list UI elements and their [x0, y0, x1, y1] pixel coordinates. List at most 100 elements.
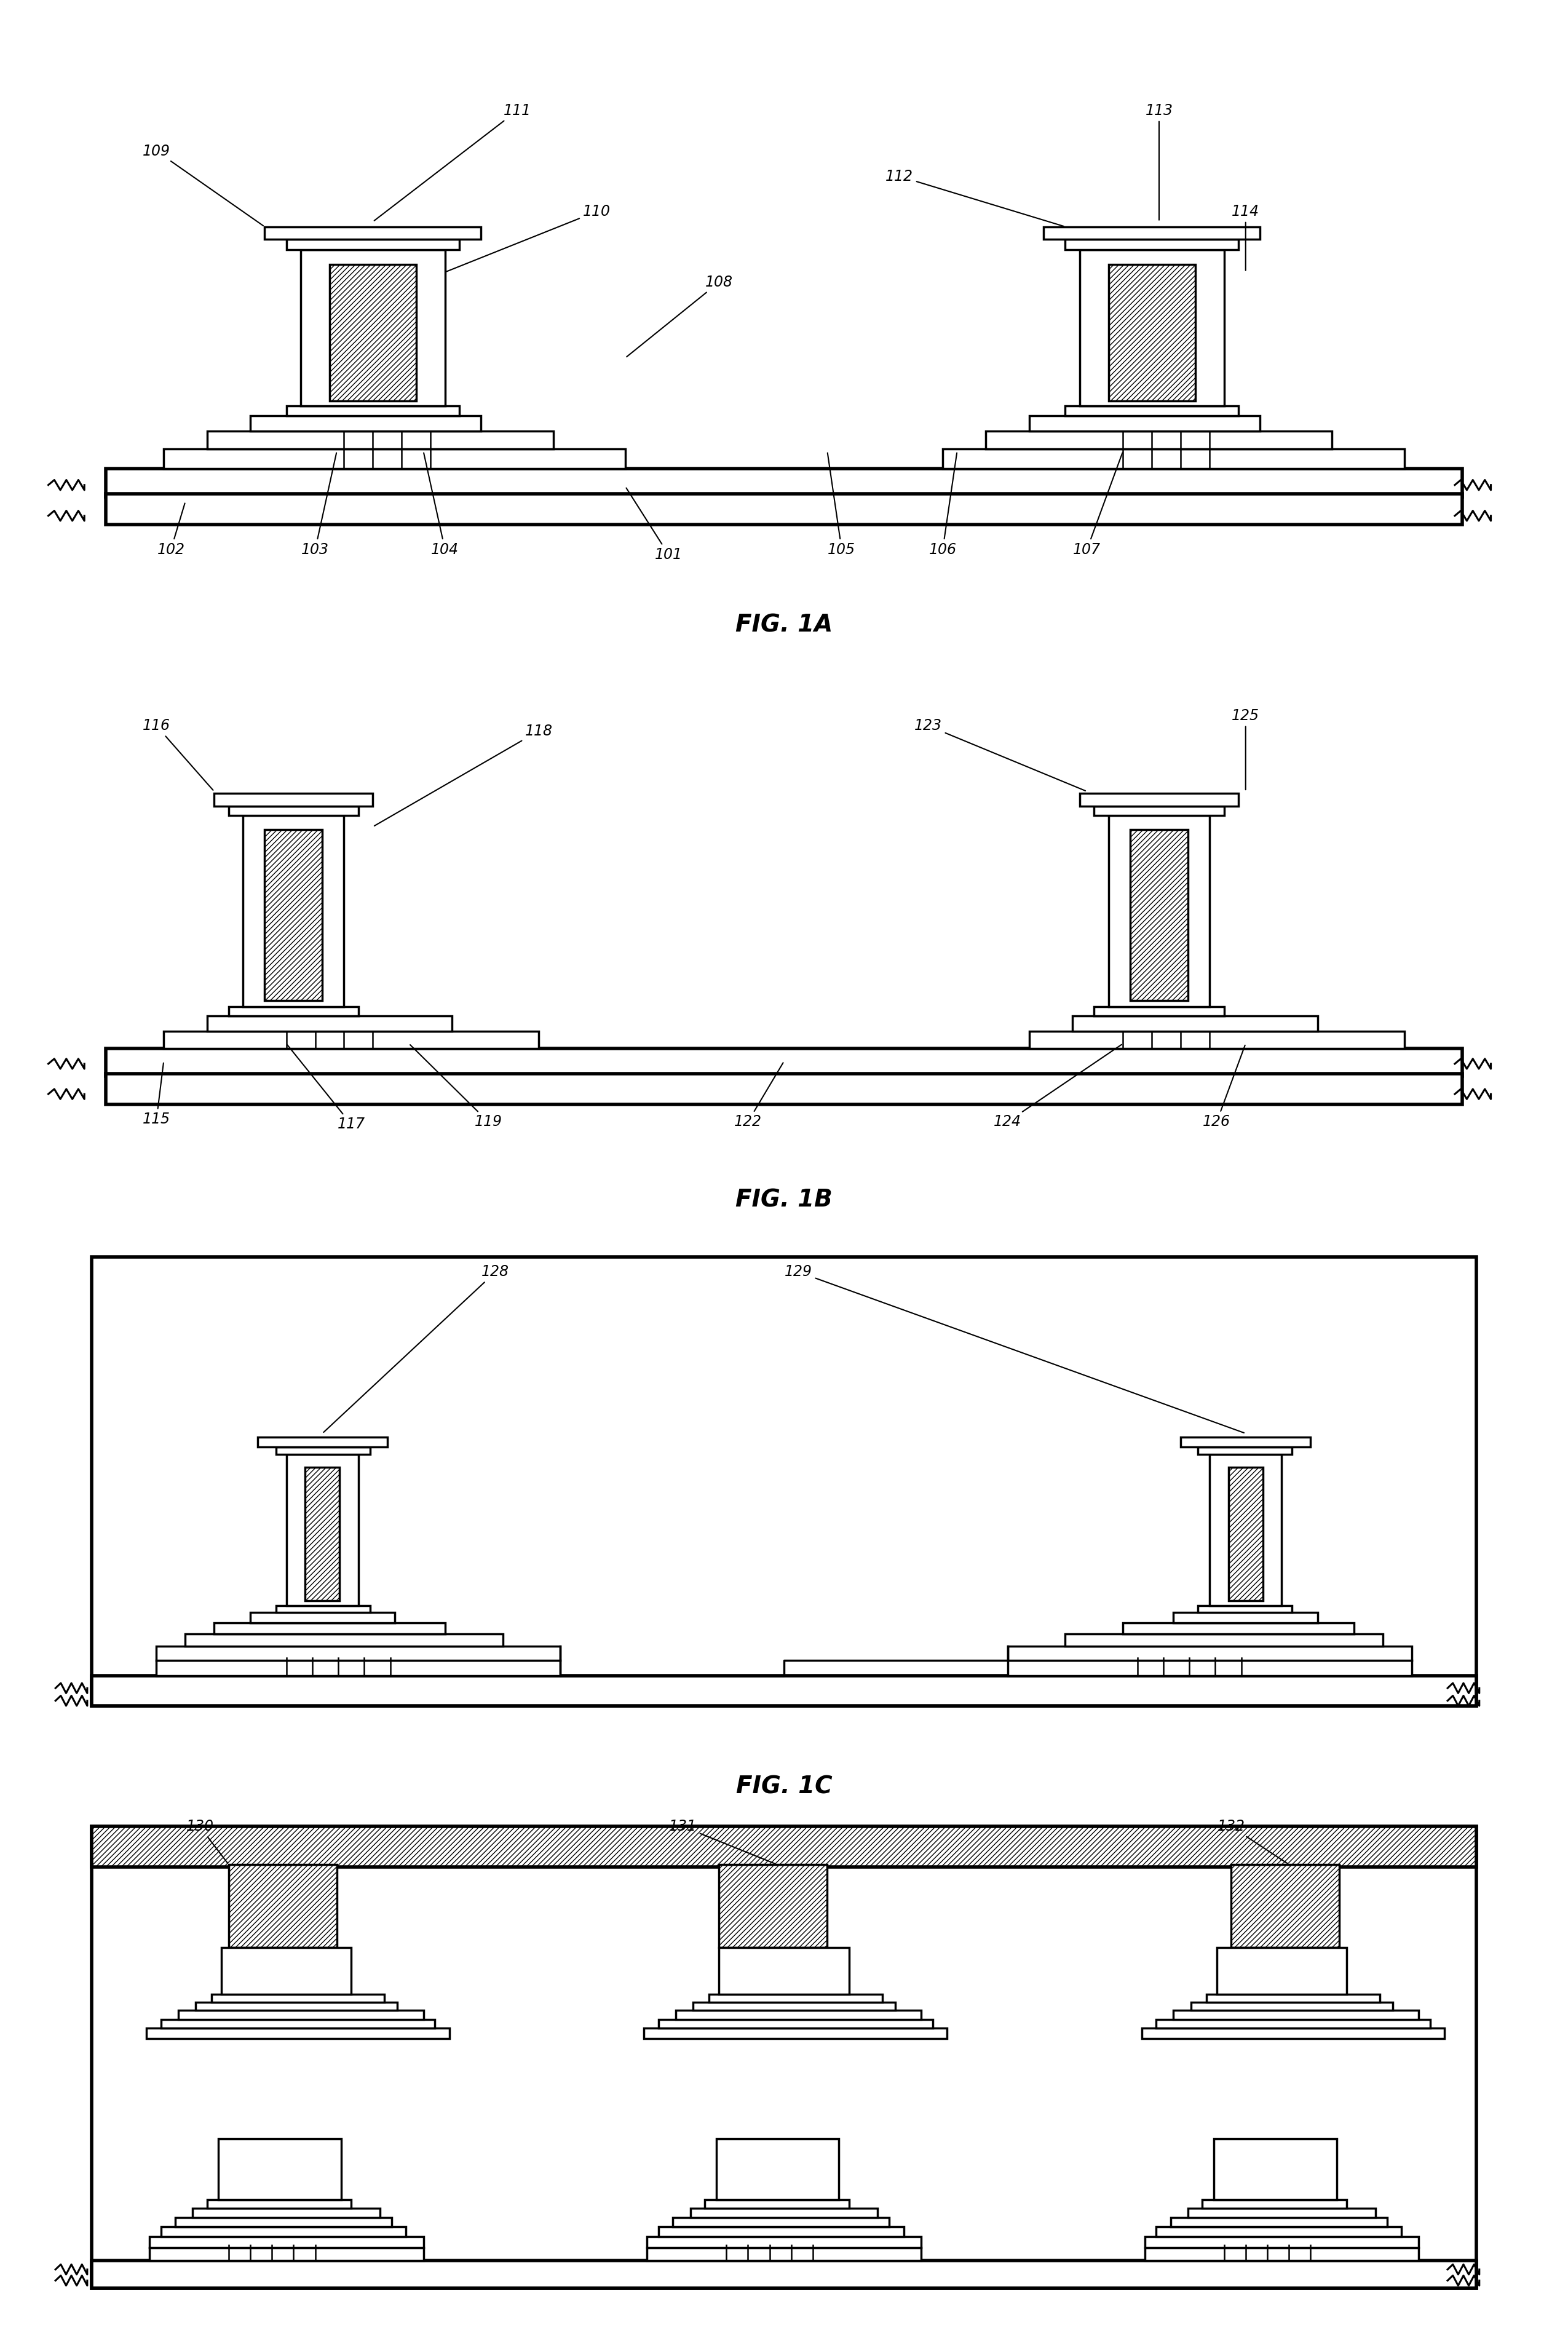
- Text: 117: 117: [287, 1044, 365, 1131]
- Text: FIG. 1C: FIG. 1C: [735, 1776, 833, 1797]
- Bar: [193, 2208, 379, 2217]
- Bar: [644, 2029, 947, 2039]
- Text: 106: 106: [928, 453, 956, 556]
- Bar: [1065, 406, 1239, 415]
- Text: 122: 122: [734, 1063, 782, 1128]
- Bar: [207, 1016, 452, 1030]
- Bar: [986, 432, 1333, 448]
- Bar: [176, 2217, 392, 2226]
- Bar: [212, 1994, 384, 2001]
- Bar: [107, 469, 1461, 497]
- Bar: [157, 1647, 560, 1661]
- Bar: [107, 495, 1461, 526]
- Text: 108: 108: [627, 274, 732, 357]
- Bar: [287, 239, 459, 249]
- Text: 130: 130: [187, 1818, 227, 1863]
- Bar: [1073, 1016, 1317, 1030]
- Bar: [1190, 2001, 1392, 2011]
- Bar: [215, 1623, 445, 1633]
- Bar: [1214, 2140, 1336, 2198]
- Bar: [157, 1661, 560, 1675]
- Bar: [1065, 1633, 1383, 1647]
- Bar: [91, 1675, 1477, 1706]
- Bar: [709, 1994, 883, 2001]
- Bar: [251, 415, 481, 432]
- Bar: [162, 2020, 434, 2029]
- Bar: [229, 1006, 359, 1016]
- Bar: [1156, 2020, 1430, 2029]
- Text: 129: 129: [784, 1264, 1243, 1433]
- Bar: [306, 1466, 340, 1600]
- Bar: [1008, 1661, 1411, 1675]
- Text: 114: 114: [1232, 204, 1259, 270]
- Bar: [91, 2262, 1477, 2287]
- Text: 107: 107: [1073, 453, 1123, 556]
- Bar: [1171, 2217, 1388, 2226]
- Bar: [1094, 807, 1225, 814]
- Text: 115: 115: [143, 1063, 171, 1126]
- Bar: [229, 1865, 337, 1947]
- Bar: [163, 1030, 539, 1049]
- Bar: [1189, 2208, 1375, 2217]
- Bar: [276, 1447, 370, 1455]
- Bar: [329, 265, 416, 401]
- Bar: [1044, 228, 1261, 239]
- Bar: [149, 2236, 423, 2247]
- Bar: [1217, 1947, 1347, 1994]
- Bar: [243, 814, 343, 1006]
- Bar: [1094, 1006, 1225, 1016]
- Bar: [149, 2247, 423, 2262]
- Bar: [1080, 249, 1225, 406]
- Bar: [1228, 1466, 1262, 1600]
- Text: 124: 124: [994, 1044, 1121, 1128]
- Text: 123: 123: [914, 718, 1085, 791]
- Text: 104: 104: [423, 453, 459, 556]
- Bar: [1109, 814, 1209, 1006]
- Bar: [1145, 2236, 1419, 2247]
- Text: 112: 112: [886, 169, 1063, 225]
- Bar: [1198, 1447, 1292, 1455]
- Text: 113: 113: [1145, 103, 1173, 221]
- Text: 125: 125: [1232, 708, 1259, 791]
- Bar: [1209, 1455, 1281, 1605]
- Bar: [265, 828, 323, 1002]
- Text: 103: 103: [301, 453, 337, 556]
- Bar: [1145, 2247, 1419, 2262]
- Bar: [704, 2198, 848, 2208]
- Bar: [163, 448, 626, 469]
- Bar: [91, 1828, 1477, 1867]
- Bar: [720, 1947, 848, 1994]
- Bar: [287, 1455, 359, 1605]
- Bar: [1207, 1994, 1380, 2001]
- Bar: [942, 448, 1405, 469]
- Bar: [257, 1438, 387, 1447]
- Bar: [1080, 793, 1239, 807]
- Text: 111: 111: [375, 103, 532, 221]
- Bar: [717, 2140, 839, 2198]
- Bar: [107, 1074, 1461, 1105]
- Bar: [221, 1947, 351, 1994]
- Text: FIG. 1B: FIG. 1B: [735, 1189, 833, 1211]
- Text: FIG. 1A: FIG. 1A: [735, 615, 833, 636]
- Bar: [1029, 415, 1261, 432]
- Bar: [720, 1865, 828, 1947]
- Text: 101: 101: [626, 488, 682, 563]
- Bar: [659, 2020, 933, 2029]
- Bar: [229, 807, 359, 814]
- Bar: [676, 2011, 920, 2020]
- Text: 132: 132: [1217, 1818, 1287, 1863]
- Bar: [690, 2208, 878, 2217]
- Bar: [1203, 2198, 1347, 2208]
- Bar: [215, 793, 373, 807]
- Bar: [1173, 2011, 1419, 2020]
- Text: 128: 128: [323, 1264, 510, 1433]
- Bar: [107, 1049, 1461, 1077]
- Bar: [1156, 2226, 1402, 2236]
- Text: 119: 119: [411, 1044, 502, 1128]
- Text: 116: 116: [143, 718, 213, 791]
- Bar: [648, 2236, 920, 2247]
- Text: 126: 126: [1203, 1046, 1245, 1128]
- Bar: [218, 2140, 342, 2198]
- Text: 105: 105: [828, 453, 856, 556]
- Text: 118: 118: [375, 723, 552, 826]
